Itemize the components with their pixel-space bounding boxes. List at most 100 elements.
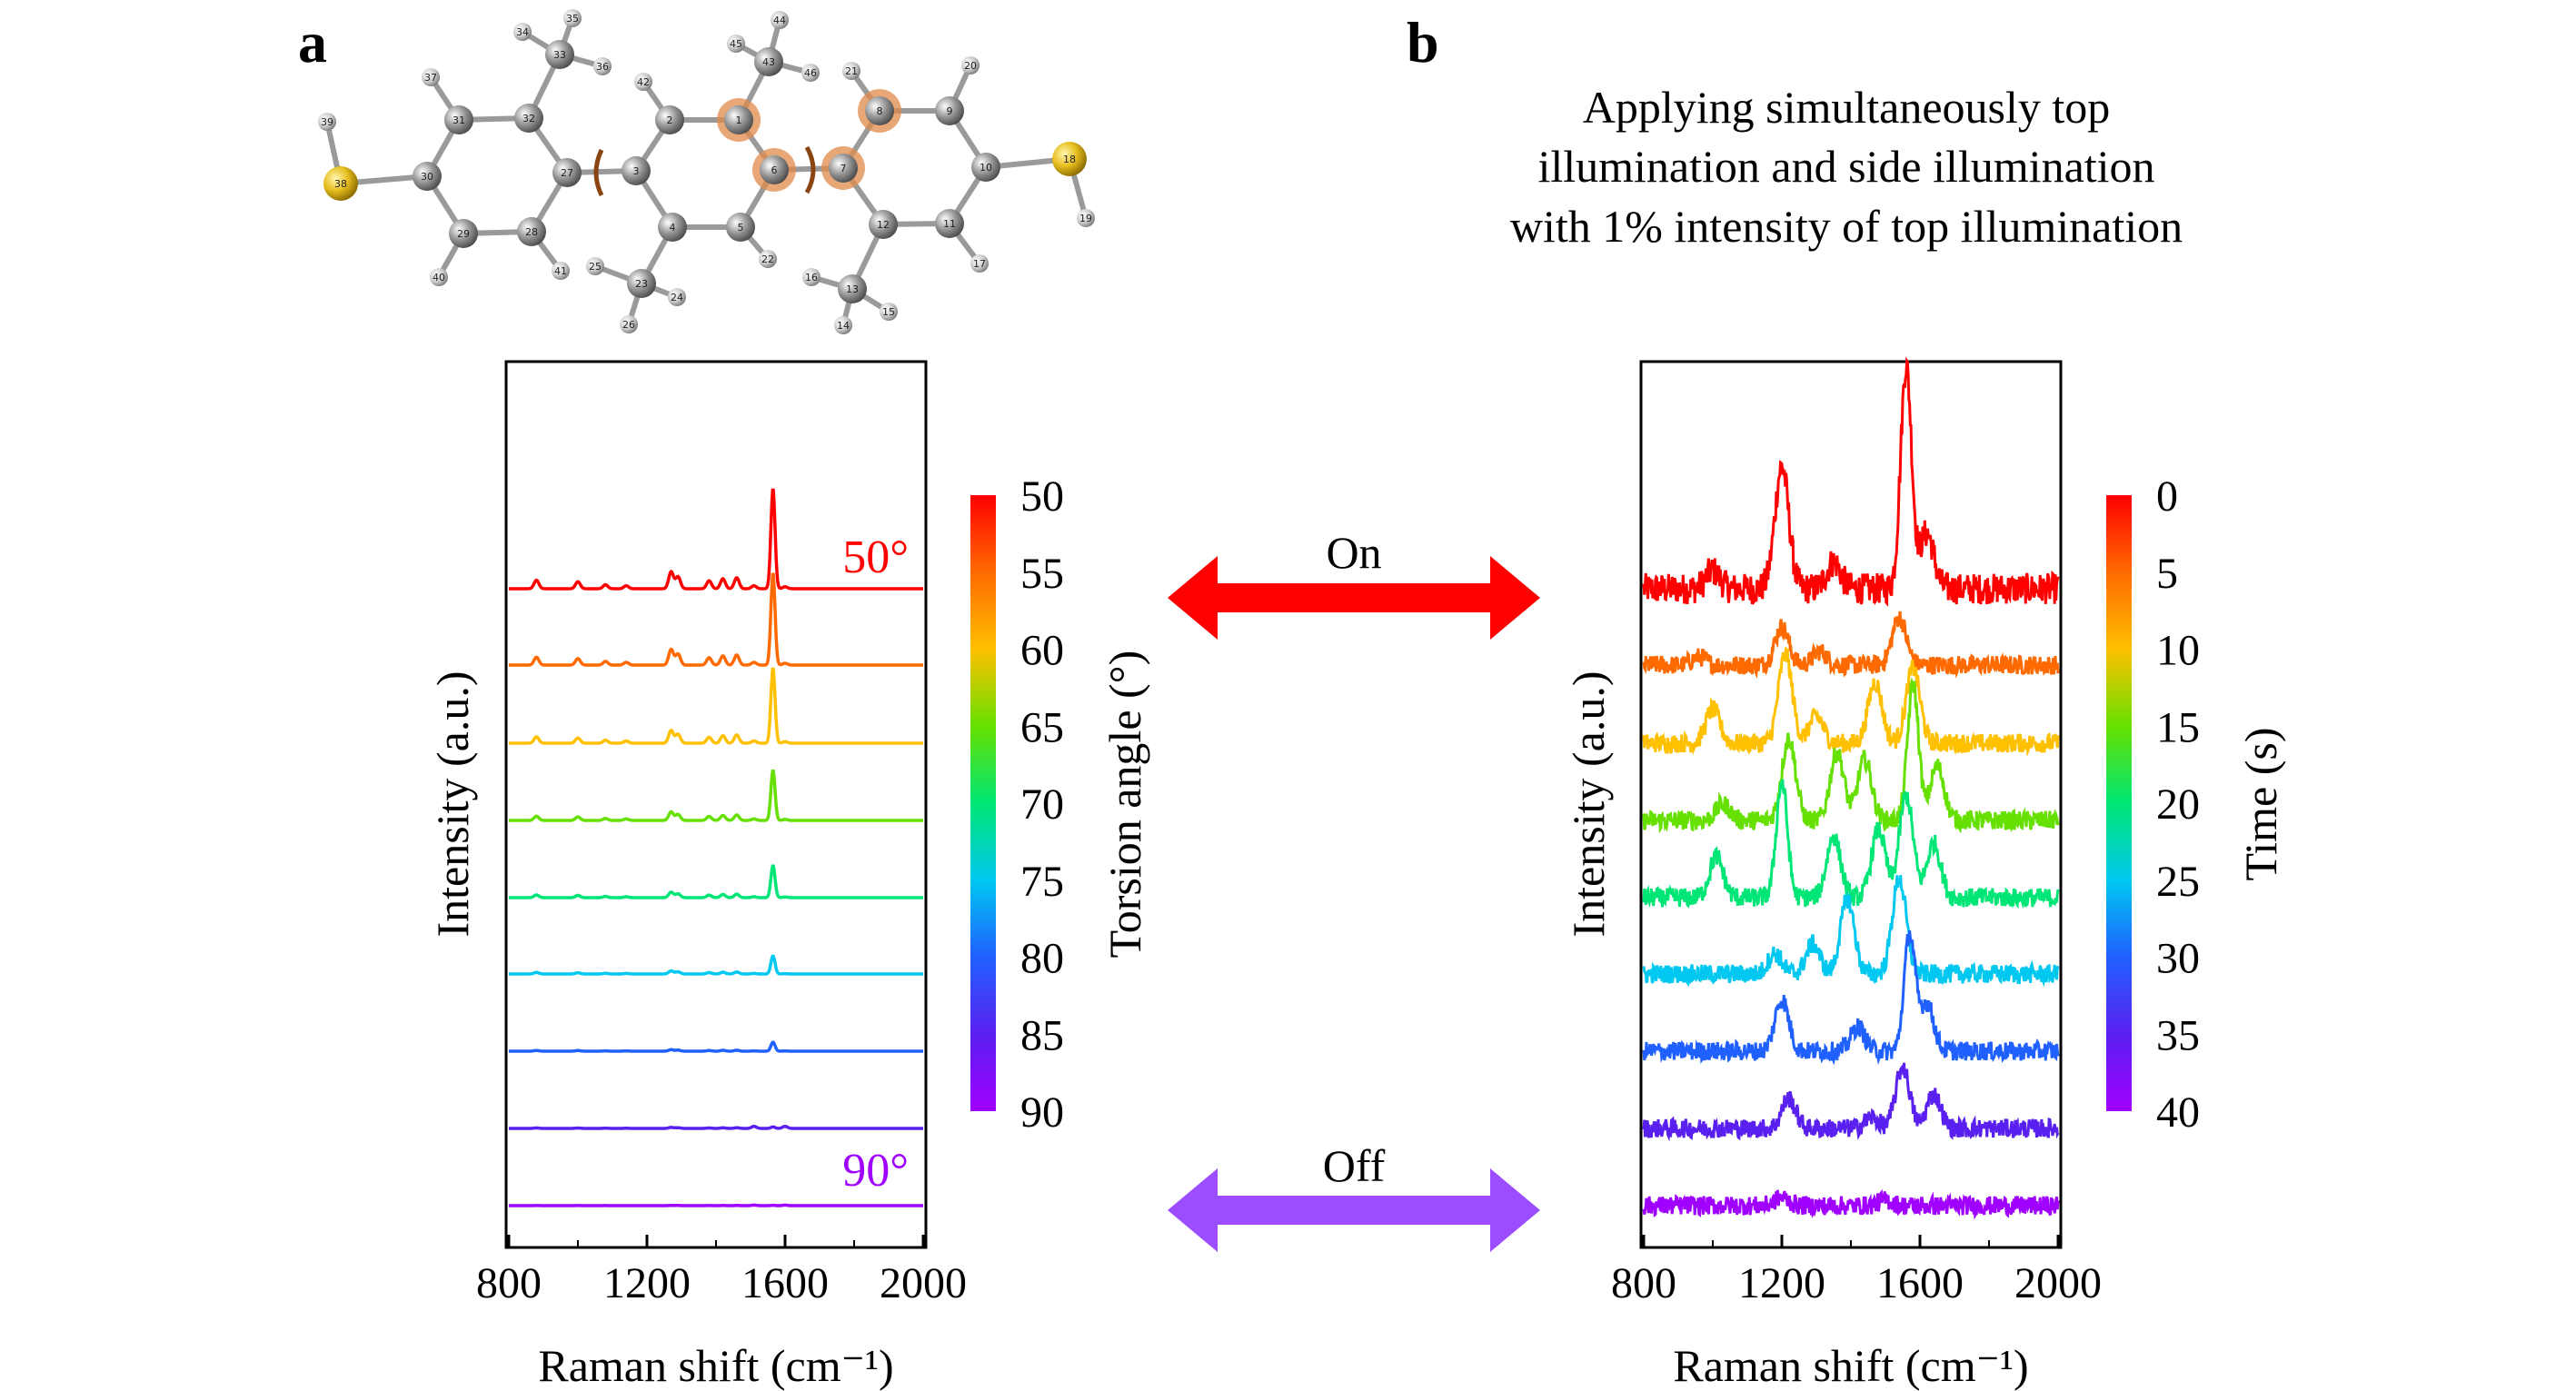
atom-number-10: 10 — [980, 162, 992, 174]
atom-number-24: 24 — [671, 292, 683, 303]
atom-19 — [1077, 209, 1095, 227]
chart-a-cb-tick-50: 50 — [1020, 472, 1064, 521]
atom-number-28: 28 — [525, 226, 538, 238]
atom-number-45: 45 — [730, 38, 742, 50]
atom-23 — [627, 269, 656, 298]
off-arrow-shape — [1168, 1168, 1540, 1252]
chart-a-series-90 — [509, 1203, 923, 1207]
atom-22 — [759, 250, 777, 268]
atom-1 — [724, 105, 753, 134]
atom-number-18: 18 — [1063, 154, 1076, 165]
atom-15 — [880, 303, 898, 321]
chart-a-frame — [504, 360, 928, 1249]
chart-a-series-75 — [509, 954, 923, 976]
chart-b-cb-tick-40: 40 — [2156, 1088, 2200, 1137]
on-arrow-label: On — [1326, 527, 1381, 578]
atom-35 — [563, 9, 582, 27]
chart-b-series-10 — [1642, 647, 2060, 757]
chart-b-xlabel: Raman shift (cm⁻¹) — [1673, 1340, 2028, 1391]
chart-a-cb-tick-85: 85 — [1020, 1011, 1064, 1059]
atom-4 — [658, 213, 687, 242]
chart-a-series-80 — [509, 1040, 923, 1053]
atom-number-38: 38 — [334, 178, 347, 190]
chart-a-cb-tick-70: 70 — [1020, 780, 1064, 829]
chart-b-cb-tick-25: 25 — [2156, 858, 2200, 906]
chart-a-colorbar-label: Torsion angle (°) — [1099, 651, 1150, 959]
chart-a-series-60 — [509, 667, 923, 745]
atom-number-1: 1 — [736, 114, 742, 126]
atom-24 — [668, 288, 686, 306]
chart-a-xtick-label-1600: 1600 — [741, 1259, 829, 1307]
off-arrow-label: Off — [1323, 1140, 1386, 1191]
atom-20 — [961, 56, 980, 75]
atom-number-3: 3 — [633, 165, 640, 177]
chart-a-cb-tick-65: 65 — [1020, 703, 1064, 751]
caption-line-1: Applying simultaneously top — [1583, 82, 2111, 133]
atom-25 — [586, 257, 604, 275]
chart-b-ylabel: Intensity (a.u.) — [1563, 671, 1614, 938]
atom-number-17: 17 — [973, 258, 986, 270]
atom-12 — [869, 210, 898, 239]
chart-b-colorbar — [2106, 495, 2132, 1111]
chart-a-series-85 — [509, 1124, 923, 1130]
chart-b-xtick-label-1600: 1600 — [1876, 1259, 1964, 1307]
atom-number-11: 11 — [943, 218, 956, 230]
atom-number-31: 31 — [453, 114, 465, 126]
chart-b: 800 1200 1600 2000 Raman shift (cm⁻¹) Inten… — [1563, 356, 2286, 1391]
atom-number-25: 25 — [589, 261, 602, 273]
atom-number-27: 27 — [561, 167, 573, 179]
atom-46 — [801, 64, 820, 82]
atom-number-40: 40 — [433, 272, 445, 283]
chart-a-xtick-label-800: 800 — [476, 1259, 542, 1307]
atom-21 — [842, 62, 860, 80]
atom-number-41: 41 — [554, 265, 567, 277]
chart-a-cb-tick-55: 55 — [1020, 550, 1064, 598]
atom-number-29: 29 — [457, 228, 470, 240]
atom-number-6: 6 — [771, 164, 778, 176]
atom-18 — [1052, 142, 1087, 176]
atom-32 — [514, 104, 543, 133]
chart-a-xtick-label-1200: 1200 — [603, 1259, 691, 1307]
atom-number-26: 26 — [622, 319, 635, 331]
chart-b-series-25 — [1642, 875, 2060, 988]
chart-b-series-40 — [1642, 1188, 2060, 1220]
chart-b-cb-tick-20: 20 — [2156, 780, 2200, 829]
atom-number-21: 21 — [845, 65, 858, 77]
atom-number-35: 35 — [566, 13, 579, 25]
atom-38 — [323, 166, 358, 201]
atom-number-23: 23 — [635, 278, 648, 290]
chart-a-cb-tick-75: 75 — [1020, 858, 1064, 906]
panel-b-label: b — [1407, 10, 1439, 75]
atom-5 — [726, 213, 755, 242]
atom-number-46: 46 — [804, 67, 817, 79]
on-arrow: On — [1168, 527, 1540, 640]
atom-10 — [971, 153, 1000, 182]
atom-41 — [552, 262, 570, 280]
atom-28 — [517, 217, 546, 246]
atom-number-33: 33 — [553, 49, 566, 61]
chart-a-xlabel: Raman shift (cm⁻¹) — [538, 1340, 893, 1391]
atom-8 — [865, 96, 894, 125]
atom-number-13: 13 — [846, 283, 859, 295]
chart-a-ylabel: Intensity (a.u.) — [427, 671, 478, 938]
chart-b-xtick-label-800: 800 — [1611, 1259, 1676, 1307]
atom-number-32: 32 — [522, 113, 535, 124]
panel-b-caption: Applying simultaneously top illumination… — [1510, 82, 2183, 252]
chart-b-cb-tick-30: 30 — [2156, 935, 2200, 983]
chart-a-cb-tick-60: 60 — [1020, 627, 1064, 675]
atom-number-5: 5 — [738, 222, 744, 233]
atom-number-14: 14 — [837, 320, 850, 332]
atom-number-22: 22 — [761, 253, 774, 265]
atom-16 — [802, 268, 821, 286]
atom-40 — [430, 268, 448, 286]
atom-number-9: 9 — [947, 105, 953, 117]
chart-a-cb-tick-90: 90 — [1020, 1088, 1064, 1137]
atom-34 — [513, 23, 532, 41]
atom-42 — [634, 73, 652, 91]
chart-b-cb-tick-15: 15 — [2156, 703, 2200, 751]
caption-line-3: with 1% intensity of top illumination — [1510, 201, 2183, 252]
atom-number-4: 4 — [670, 222, 676, 233]
rotation-arc-left — [593, 148, 604, 197]
